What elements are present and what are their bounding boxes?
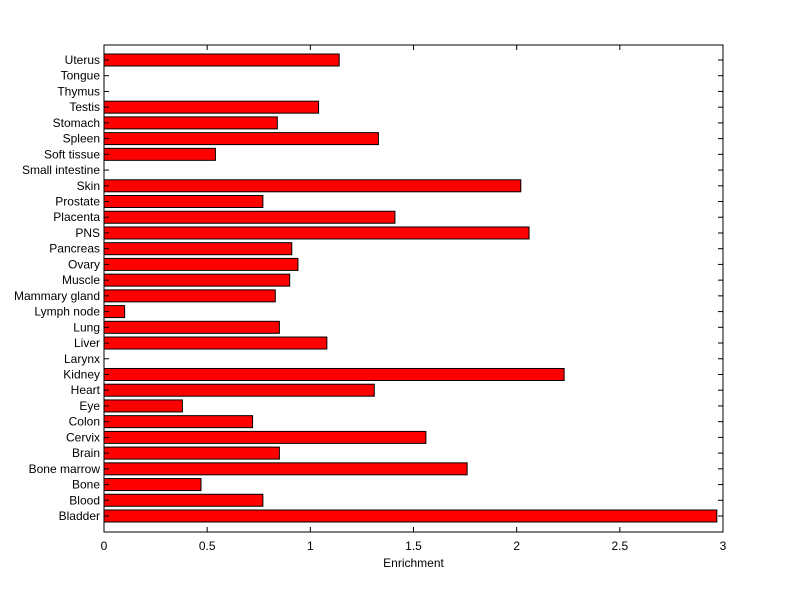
bar-cervix <box>103 430 427 444</box>
bar-pns <box>103 226 530 240</box>
x-tick-label: 0 <box>101 539 108 553</box>
y-tick-label: Prostate <box>55 195 100 209</box>
y-tick-label: Spleen <box>63 132 100 146</box>
y-tick-label: Eye <box>79 399 100 413</box>
bar-muscle <box>103 273 291 287</box>
bar-lung <box>103 320 280 334</box>
bar-eye <box>103 399 183 413</box>
y-tick-label: Soft tissue <box>44 147 100 161</box>
y-tick-label: Bone marrow <box>29 462 101 476</box>
y-tick-label: Lymph node <box>34 305 100 319</box>
x-axis-ticks: 0 0.5 1 1.5 2 2.5 3 <box>101 45 727 553</box>
bar-liver <box>103 336 328 350</box>
y-tick-label: Small intestine <box>22 163 100 177</box>
x-tick-label: 1.5 <box>405 539 422 553</box>
y-tick-label: Testis <box>69 100 100 114</box>
bar-bone <box>103 478 202 492</box>
y-tick-label: Ovary <box>68 257 100 271</box>
y-tick-label: Heart <box>71 383 101 397</box>
y-tick-label: Brain <box>72 446 100 460</box>
bar-ovary <box>103 257 299 271</box>
x-axis-label: Enrichment <box>383 556 444 570</box>
plot-frame <box>103 44 724 533</box>
y-tick-label: Blood <box>69 493 100 507</box>
bar-prostate <box>103 195 264 209</box>
bar-mammary-gland <box>103 289 276 303</box>
y-tick-label: Bone <box>72 478 100 492</box>
bar-colon <box>103 415 254 429</box>
y-tick-label: Larynx <box>64 352 100 366</box>
y-tick-label: Uterus <box>65 53 100 67</box>
y-tick-label: Cervix <box>66 430 100 444</box>
bar-skin <box>103 179 522 193</box>
bar-kidney <box>103 367 565 381</box>
bar-pancreas <box>103 242 293 256</box>
y-tick-label: Lung <box>73 320 100 334</box>
bars-group <box>103 53 718 523</box>
x-tick-label: 3 <box>720 539 727 553</box>
y-tick-label: PNS <box>75 226 100 240</box>
y-tick-label: Pancreas <box>49 242 100 256</box>
y-tick-label: Tongue <box>61 69 101 83</box>
bar-blood <box>103 493 264 507</box>
y-tick-label: Bladder <box>59 509 100 523</box>
bar-bone-marrow <box>103 462 468 476</box>
x-tick-label: 2.5 <box>611 539 628 553</box>
bar-testis <box>103 100 320 114</box>
y-tick-label: Thymus <box>57 84 100 98</box>
y-tick-label: Skin <box>77 179 100 193</box>
y-tick-label: Colon <box>69 415 100 429</box>
bar-heart <box>103 383 375 397</box>
y-tick-label: Kidney <box>63 367 100 381</box>
bar-placenta <box>103 210 396 224</box>
bar-brain <box>103 446 280 460</box>
bar-stomach <box>103 116 278 130</box>
bar-uterus <box>103 53 340 67</box>
x-tick-label: 1 <box>307 539 314 553</box>
y-tick-label: Liver <box>74 336 100 350</box>
bar-spleen <box>103 132 379 146</box>
x-tick-label: 0.5 <box>199 539 216 553</box>
bar-soft-tissue <box>103 147 216 161</box>
x-tick-label: 2 <box>513 539 520 553</box>
y-tick-label: Placenta <box>53 210 100 224</box>
y-tick-label: Muscle <box>62 273 100 287</box>
y-tick-label: Mammary gland <box>14 289 100 303</box>
bar-bladder <box>103 509 718 523</box>
y-tick-label: Stomach <box>53 116 100 130</box>
